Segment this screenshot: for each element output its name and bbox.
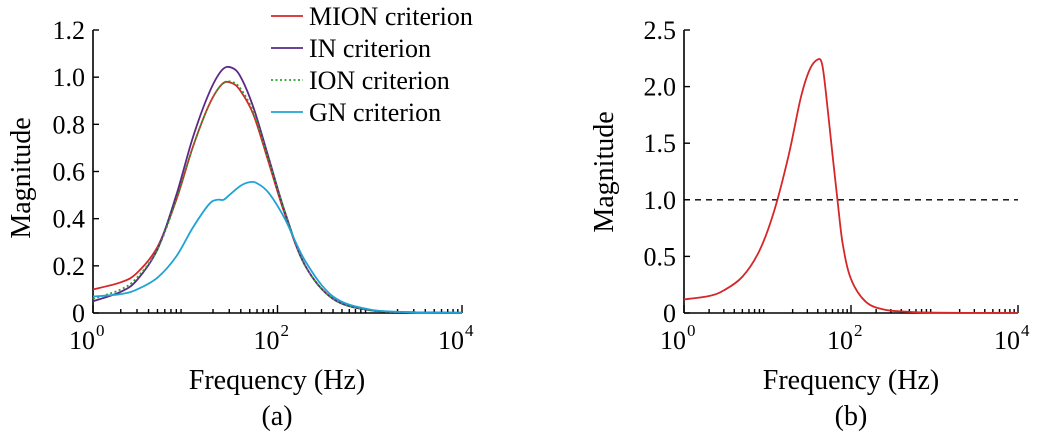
panel-a: 00.20.40.60.81.01.2 10 0 10 2 10 4 MION crite…	[6, 2, 474, 432]
x-tick-exponent: 4	[1021, 321, 1030, 340]
x-tick-base: 10	[827, 326, 853, 355]
panel-a-series	[92, 65, 463, 314]
series-line-gn-criterion	[92, 180, 463, 314]
x-tick-exponent: 0	[96, 321, 105, 340]
panel-b-series	[683, 58, 1019, 314]
panel-b-y-ticks: 0 0.5 1.0 1.5 2.0 2.5	[644, 16, 690, 328]
legend-item: ION criterion	[271, 66, 450, 95]
legend-label: GN criterion	[309, 98, 441, 127]
x-tick-exponent: 0	[687, 321, 696, 340]
x-tick-exponent: 2	[854, 321, 863, 340]
series-line-ion-criterion	[92, 80, 463, 314]
panel-a-x-axis-label: Frequency (Hz)	[189, 365, 365, 396]
y-tick-label: 2.0	[644, 73, 677, 102]
legend-label: MION criterion	[309, 2, 473, 31]
y-tick-label: 0.5	[644, 242, 677, 271]
panel-a-y-ticks: 0 0.2 0.4 0.6 0.8 1.0 1.2	[53, 16, 99, 328]
legend-label: IN criterion	[309, 34, 431, 63]
legend-item: GN criterion	[271, 98, 441, 127]
y-tick-label: 0.6	[53, 158, 86, 187]
y-tick-label: 1.0	[53, 63, 86, 92]
panel-a-x-ticks: 10 0 10 2 10 4	[69, 305, 474, 355]
panel-b-x-ticks: 10 0 10 2 10 4	[660, 305, 1030, 355]
x-tick-label: 10 4	[438, 321, 474, 355]
x-tick-base: 10	[994, 326, 1020, 355]
x-tick-label: 10 2	[827, 321, 863, 355]
x-tick-base: 10	[438, 326, 464, 355]
x-tick-base: 10	[660, 326, 686, 355]
x-tick-label: 10 0	[69, 321, 105, 355]
legend-item: MION criterion	[271, 2, 473, 31]
legend-label: ION criterion	[309, 66, 450, 95]
y-tick-label: 0.4	[53, 205, 86, 234]
panel-b-label: (b)	[835, 401, 868, 432]
x-tick-label: 10 2	[254, 321, 290, 355]
y-tick-label: 1.2	[53, 16, 86, 45]
y-tick-label: 1.5	[644, 129, 677, 158]
panel-a-label: (a)	[261, 401, 292, 432]
y-tick-label: 1.0	[644, 186, 677, 215]
x-tick-label: 10 4	[994, 321, 1030, 355]
y-tick-label: 2.5	[644, 16, 677, 45]
series-line-series-0	[683, 58, 1019, 314]
panel-a-legend: MION criterion IN criterion ION criterion G…	[271, 2, 473, 127]
x-tick-base: 10	[254, 326, 280, 355]
panel-b: 00.51.01.52.02.5 10 0 10 2 10 4 Magnitude Fre…	[589, 16, 1030, 432]
panel-b-x-axis-label: Frequency (Hz)	[763, 365, 939, 396]
x-tick-base: 10	[69, 326, 95, 355]
y-tick-label: 0.2	[53, 252, 86, 281]
panel-b-y-axis-label: Magnitude	[589, 111, 620, 232]
x-tick-exponent: 4	[465, 321, 474, 340]
x-tick-exponent: 2	[281, 321, 290, 340]
y-tick-label: 0	[663, 299, 676, 328]
y-tick-label: 0.8	[53, 110, 86, 139]
panel-a-y-axis-label: Magnitude	[6, 117, 37, 238]
y-tick-label: 0	[72, 299, 85, 328]
series-line-in-criterion	[92, 65, 463, 314]
legend-item: IN criterion	[271, 34, 431, 63]
x-tick-label: 10 0	[660, 321, 696, 355]
